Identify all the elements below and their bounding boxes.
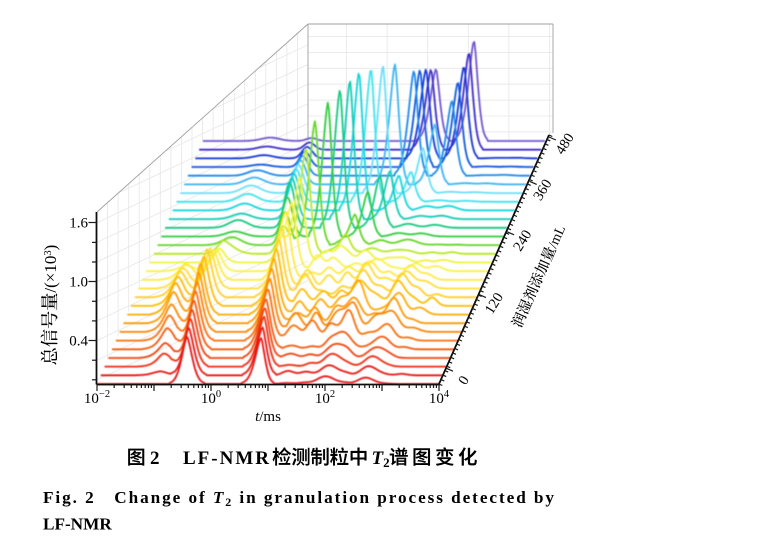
- svg-text:T2: T2: [372, 448, 390, 470]
- svg-text:2: 2: [150, 448, 160, 469]
- svg-text:0.4: 0.4: [69, 334, 88, 350]
- svg-text:1.0: 1.0: [69, 275, 88, 291]
- svg-text:LF-NMR: LF-NMR: [43, 515, 112, 534]
- svg-text:/(×103): /(×103): [41, 245, 60, 293]
- svg-text:Fig. 2 Change of T2 in granu: Fig. 2 Change of T2 in granulation proce…: [43, 488, 554, 509]
- svg-text:t/ms: t/ms: [255, 409, 281, 425]
- svg-text:1.6: 1.6: [69, 216, 88, 232]
- svg-text:LF-NMR: LF-NMR: [183, 448, 271, 469]
